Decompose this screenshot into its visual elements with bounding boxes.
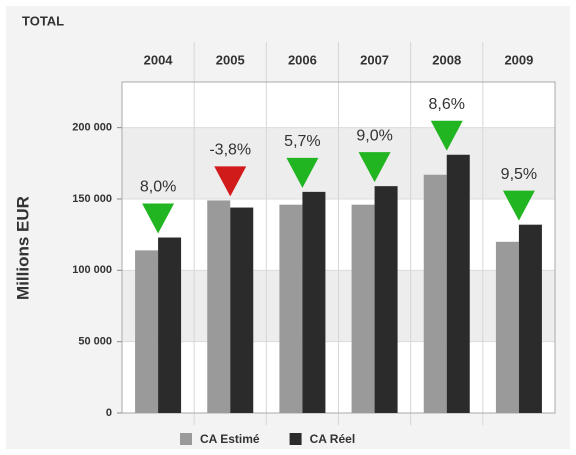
y-tick-label: 200 000 bbox=[72, 122, 112, 134]
bar bbox=[351, 204, 375, 413]
bar bbox=[374, 186, 398, 413]
legend-label: CA Estimé bbox=[200, 432, 260, 446]
x-tick-label: 2005 bbox=[216, 52, 245, 67]
legend-label: CA Réel bbox=[310, 432, 356, 446]
annotation-label: 9,5% bbox=[501, 166, 537, 183]
bar bbox=[518, 224, 542, 413]
x-tick-label: 2009 bbox=[504, 52, 533, 67]
bar bbox=[158, 237, 182, 413]
annotation-marker bbox=[142, 203, 175, 234]
bar bbox=[495, 241, 519, 413]
y-tick-label: 0 bbox=[106, 407, 112, 419]
x-tick-label: 2006 bbox=[288, 52, 317, 67]
bar bbox=[279, 204, 303, 413]
bar bbox=[135, 250, 159, 413]
annotation-marker bbox=[214, 166, 247, 197]
x-tick-label: 2004 bbox=[144, 52, 174, 67]
bar bbox=[230, 207, 254, 413]
annotation-label: 8,6% bbox=[429, 96, 465, 113]
legend-swatch bbox=[180, 433, 192, 445]
annotation-marker bbox=[430, 120, 463, 151]
annotation-label: 9,0% bbox=[356, 127, 392, 144]
bar bbox=[423, 174, 447, 413]
annotation-label: 8,0% bbox=[140, 179, 176, 196]
y-axis-label: Millions EUR bbox=[13, 196, 32, 300]
chart-title: TOTAL bbox=[22, 13, 64, 28]
bar bbox=[302, 191, 326, 413]
bar bbox=[207, 200, 231, 413]
annotation-label: 5,7% bbox=[284, 133, 320, 150]
annotation-marker bbox=[358, 152, 391, 183]
y-tick-label: 100 000 bbox=[72, 264, 112, 276]
x-tick-label: 2008 bbox=[432, 52, 461, 67]
bar bbox=[446, 154, 470, 413]
plot-border bbox=[121, 81, 556, 414]
x-tick-label: 2007 bbox=[360, 52, 389, 67]
y-tick-label: 150 000 bbox=[72, 193, 112, 205]
y-tick-label: 50 000 bbox=[78, 336, 112, 348]
legend-swatch bbox=[289, 433, 302, 445]
annotation-marker bbox=[502, 190, 535, 221]
annotation-label: -3,8% bbox=[209, 142, 251, 159]
annotation-marker bbox=[286, 157, 319, 188]
